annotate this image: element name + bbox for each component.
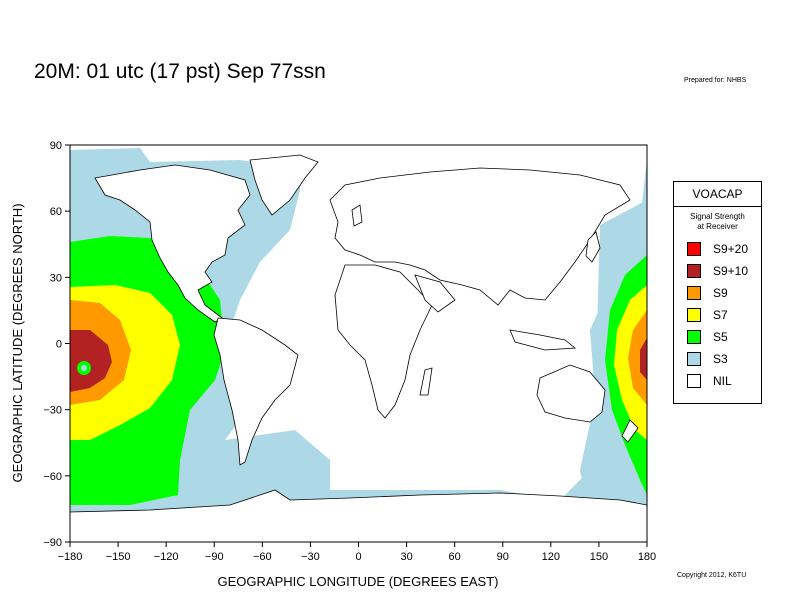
legend-label: S9 <box>713 286 728 300</box>
x-tick-label: −30 <box>301 551 320 563</box>
x-tick-label: 120 <box>542 551 560 563</box>
legend-item: S9 <box>674 282 761 304</box>
legend-label: NIL <box>713 374 732 388</box>
legend-label: S5 <box>713 330 728 344</box>
legend-item: NIL <box>674 370 761 392</box>
legend-list: S9+20 S9+10 S9 S7 S5 S3 NIL <box>674 238 761 392</box>
axis-ticks: −180 −150 −120 −90 −60 −30 0 30 60 90 120 150 180 90 6… <box>43 140 656 563</box>
y-axis-label: GEOGRAPHIC LATITUDE (DEGREES NORTH) <box>10 203 25 482</box>
legend-item: S7 <box>674 304 761 326</box>
x-tick-label: −180 <box>58 551 83 563</box>
y-tick-label: 90 <box>50 140 62 152</box>
y-tick-label: 60 <box>50 206 62 218</box>
y-tick-label: 30 <box>50 272 62 284</box>
x-tick-label: 30 <box>400 551 412 563</box>
legend-item: S5 <box>674 326 761 348</box>
australia <box>536 364 606 423</box>
zone-s9-east <box>628 310 647 405</box>
legend-subtitle-2: at Receiver <box>697 222 738 231</box>
legend-label: S7 <box>713 308 728 322</box>
y-tick-label: −60 <box>43 471 62 483</box>
y-tick-label: 0 <box>56 339 62 351</box>
x-tick-label: 150 <box>590 551 608 563</box>
x-tick-label: 0 <box>355 551 361 563</box>
legend-swatch <box>687 330 701 344</box>
eurasia <box>329 167 631 306</box>
legend-label: S9+20 <box>713 242 749 256</box>
x-tick-label: −60 <box>253 551 272 563</box>
legend-item: S9+10 <box>674 260 761 282</box>
legend-title: VOACAP <box>674 182 761 207</box>
x-tick-label: 90 <box>497 551 509 563</box>
legend-item: S9+20 <box>674 238 761 260</box>
zone-s9-plus-10-east <box>640 338 647 380</box>
madagascar <box>419 367 433 396</box>
legend-swatch <box>687 308 701 322</box>
prepared-for-note: Prepared for: NHBS <box>684 77 747 84</box>
map-plot-area <box>70 145 647 542</box>
legend-item: S3 <box>674 348 761 370</box>
zone-s9-plus-10 <box>70 330 112 392</box>
africa <box>334 264 433 419</box>
arabia <box>414 274 456 313</box>
x-axis-label: GEOGRAPHIC LONGITUDE (DEGREES EAST) <box>218 574 499 589</box>
legend-label: S9+10 <box>713 264 749 278</box>
indonesia <box>509 329 577 351</box>
new-zealand <box>621 419 639 443</box>
greenland <box>249 154 319 216</box>
japan <box>585 231 601 263</box>
legend-label: S3 <box>713 352 728 366</box>
legend-swatch <box>687 242 701 256</box>
signal-legend: VOACAP Signal Strength at Receiver S9+20… <box>673 181 762 404</box>
legend-swatch <box>687 264 701 278</box>
continents <box>70 154 647 542</box>
x-tick-label: 180 <box>638 551 656 563</box>
map-title: 20M: 01 utc (17 pst) Sep 77ssn <box>34 60 326 83</box>
south-america <box>213 317 299 466</box>
y-tick-label: −30 <box>43 405 62 417</box>
legend-swatch <box>687 352 701 366</box>
north-america <box>94 164 251 323</box>
transmitter-center-icon <box>81 365 87 371</box>
british-isles <box>351 204 363 227</box>
legend-subtitle-1: Signal Strength <box>690 212 745 221</box>
legend-swatch <box>687 286 701 300</box>
x-tick-label: −150 <box>106 551 131 563</box>
antarctica <box>70 489 647 542</box>
x-tick-label: −120 <box>154 551 179 563</box>
legend-swatch <box>687 374 701 388</box>
y-tick-label: −90 <box>43 537 62 549</box>
copyright-note: Copyright 2012, K6TU <box>677 572 747 579</box>
x-tick-label: 60 <box>449 551 461 563</box>
x-tick-label: −90 <box>205 551 224 563</box>
